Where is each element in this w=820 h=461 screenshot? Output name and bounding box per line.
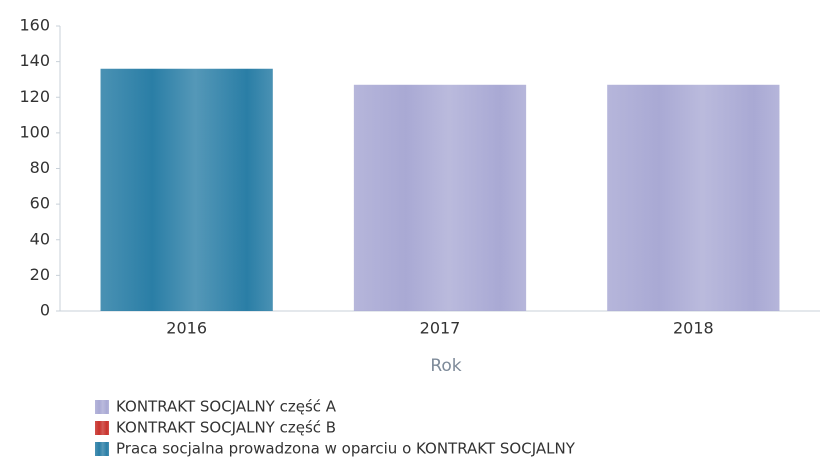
- x-tick-label: 2018: [673, 319, 714, 338]
- y-tick-label: 100: [19, 122, 50, 141]
- legend-swatch: [95, 400, 109, 414]
- legend-label: Praca socjalna prowadzona w oparciu o KO…: [116, 440, 576, 458]
- legend-label: KONTRAKT SOCJALNY część B: [116, 419, 336, 437]
- y-tick-label: 140: [19, 51, 50, 70]
- x-tick-label: 2016: [166, 319, 207, 338]
- legend-label: KONTRAKT SOCJALNY część A: [116, 398, 337, 416]
- y-tick-label: 60: [30, 194, 50, 213]
- y-tick-label: 0: [40, 301, 50, 320]
- bar-segment: [100, 68, 273, 311]
- y-tick-label: 20: [30, 265, 50, 284]
- x-tick-label: 2017: [420, 319, 461, 338]
- bar-segment: [353, 84, 527, 311]
- legend-swatch: [95, 442, 109, 456]
- x-axis-label: Rok: [430, 356, 461, 376]
- legend-swatch: [95, 421, 109, 435]
- y-tick-label: 80: [30, 158, 50, 177]
- bar-segment: [607, 84, 780, 311]
- y-tick-label: 40: [30, 229, 50, 248]
- y-tick-label: 120: [19, 87, 50, 106]
- y-tick-label: 160: [19, 16, 50, 35]
